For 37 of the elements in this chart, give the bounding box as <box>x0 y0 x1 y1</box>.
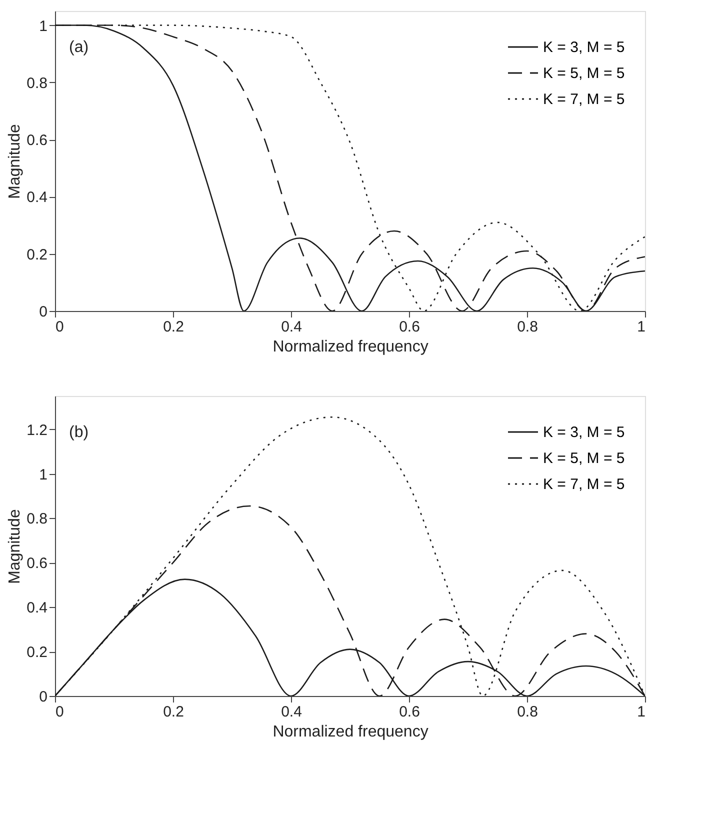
annotation: (b) <box>69 424 89 441</box>
x-tick-label: 0.6 <box>399 318 420 336</box>
x-tick-label: 0.4 <box>281 318 302 336</box>
y-tick-label: 0.6 <box>26 555 48 572</box>
annotation: (a) <box>69 39 89 56</box>
x-axis-title: Normalized frequency <box>272 338 428 356</box>
x-tick-label: 0 <box>56 318 64 336</box>
x-tick-label: 0.4 <box>281 704 302 720</box>
y-axis-title: Magnitude <box>6 509 24 584</box>
legend-label: K = 3, M = 5 <box>543 39 625 56</box>
y-tick-label: 0.2 <box>26 246 48 264</box>
y-tick-label: 0 <box>39 304 48 320</box>
x-tick-label: 0.6 <box>399 704 420 720</box>
legend-label: K = 5, M = 5 <box>543 450 625 467</box>
y-tick-label: 1 <box>39 18 48 35</box>
x-tick-label: 0.8 <box>517 318 538 336</box>
y-tick-label: 0.2 <box>26 644 48 662</box>
legend-label: K = 5, M = 5 <box>543 65 625 82</box>
y-tick-label: 0 <box>39 688 48 706</box>
y-tick-label: 0.8 <box>26 74 48 92</box>
y-tick-label: 0.4 <box>26 600 48 617</box>
legend-label: K = 7, M = 5 <box>543 476 625 493</box>
x-tick-label: 0.8 <box>517 704 538 720</box>
y-tick-label: 1.2 <box>26 422 48 439</box>
legend-label: K = 7, M = 5 <box>543 91 625 108</box>
y-tick-label: 0.4 <box>26 189 48 206</box>
x-tick-label: 0.2 <box>163 704 184 720</box>
x-axis-title: Normalized frequency <box>272 724 428 740</box>
x-tick-label: 0.2 <box>163 318 184 336</box>
legend-label: K = 3, M = 5 <box>543 424 625 441</box>
y-tick-label: 0.8 <box>26 510 48 528</box>
y-tick-label: 1 <box>39 466 48 484</box>
y-tick-label: 0.6 <box>26 132 48 150</box>
y-axis-title: Magnitude <box>6 124 24 199</box>
x-tick-label: 1 <box>637 318 646 336</box>
x-tick-label: 1 <box>637 704 646 720</box>
x-tick-label: 0 <box>56 704 64 720</box>
